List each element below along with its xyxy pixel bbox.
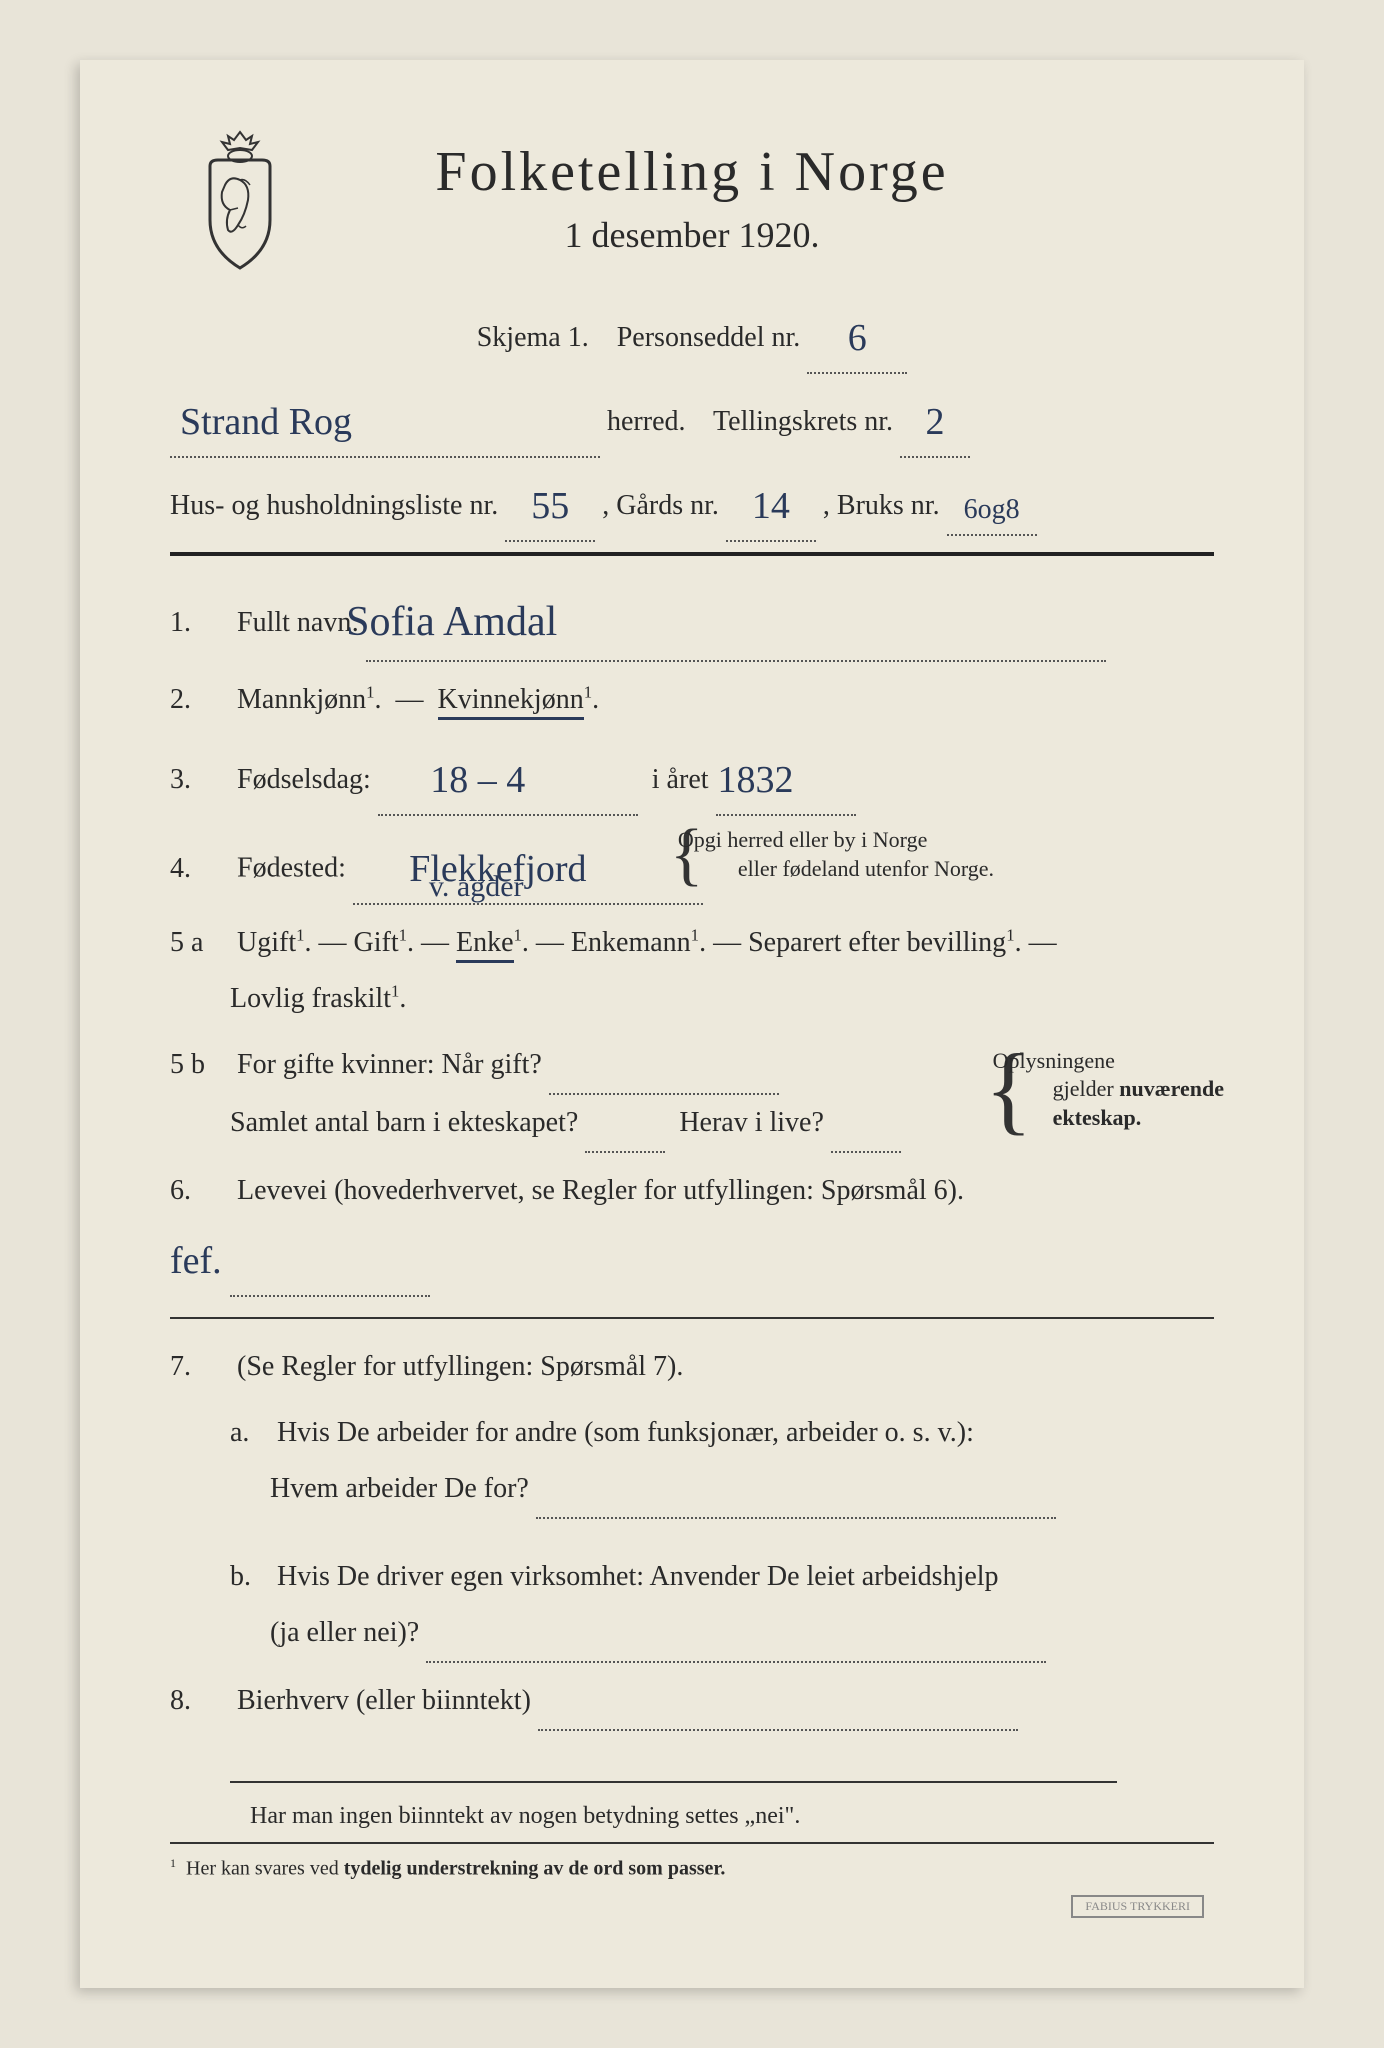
hus-label: Hus- og husholdningsliste nr. <box>170 490 498 521</box>
question-6: 6. Levevei (hovederhvervet, se Regler fo… <box>170 1163 1214 1297</box>
herred-value: Strand Rog <box>180 401 352 443</box>
birthday-value: 18 – 4 <box>430 759 525 801</box>
form-meta-block: Skjema 1. Personseddel nr. 6 Strand Rog … <box>170 296 1214 542</box>
birthplace-note: { Opgi herred eller by i Norge eller fød… <box>730 826 994 883</box>
herred-label: herred. <box>607 406 686 437</box>
form-title: Folketelling i Norge <box>170 140 1214 204</box>
question-5b: 5 b For gifte kvinner: Når gift? { Oplys… <box>170 1037 1214 1153</box>
gards-value: 14 <box>752 485 790 527</box>
question-8: 8. Bierhverv (eller biinntekt) <box>170 1673 1214 1731</box>
bruks-label: , Bruks nr. <box>823 490 940 521</box>
question-4: 4. Fødested: Flekkefjord v. agder { Opgi… <box>170 826 1214 905</box>
coat-of-arms-icon <box>190 130 290 270</box>
question-7a: a. Hvis De arbeider for andre (som funks… <box>270 1405 1214 1519</box>
question-2: 2. Mannkjønn1. — Kvinnekjønn1. <box>170 672 1214 728</box>
footnote-nei: Har man ingen biinntekt av nogen betydni… <box>250 1803 1214 1830</box>
personseddel-value: 6 <box>848 317 867 359</box>
footnotes: Har man ingen biinntekt av nogen betydni… <box>170 1781 1214 1881</box>
skjema-label: Skjema 1. <box>477 322 589 353</box>
occupation-value: fef. <box>170 1240 222 1282</box>
footnote-instruction: 1 Her kan svares ved tydelig understrekn… <box>170 1856 1214 1881</box>
question-5a: 5 a Ugift1. — Gift1. — Enke1. — Enkemann… <box>170 915 1214 1027</box>
question-7: 7. (Se Regler for utfyllingen: Spørsmål … <box>170 1339 1214 1395</box>
gards-label: , Gårds nr. <box>602 490 719 521</box>
personseddel-label: Personseddel nr. <box>617 322 801 353</box>
fullname-value: Sofia Amdal <box>346 599 557 645</box>
marital-selected: Enke <box>456 927 514 963</box>
divider <box>170 1317 1214 1319</box>
form-header: Folketelling i Norge 1 desember 1920. <box>170 140 1214 256</box>
marriage-note: { Oplysningene gjelder nuværende ekteska… <box>1045 1047 1224 1133</box>
question-1: 1. Fullt navn: Sofia Amdal <box>170 576 1214 662</box>
question-7b: b. Hvis De driver egen virksomhet: Anven… <box>270 1549 1214 1663</box>
census-form-page: Folketelling i Norge 1 desember 1920. Sk… <box>80 60 1304 1988</box>
hus-value: 55 <box>531 485 569 527</box>
divider <box>170 552 1214 556</box>
tellingskrets-label: Tellingskrets nr. <box>713 406 893 437</box>
printer-stamp: FABIUS TRYKKERI <box>1071 1895 1204 1918</box>
birthyear-value: 1832 <box>718 759 794 801</box>
bruks-value: 6og8 <box>964 494 1020 525</box>
gender-selected: Kvinnekjønn <box>438 684 584 720</box>
tellingskrets-value: 2 <box>926 401 945 443</box>
birthplace-value2: v. agder <box>473 857 540 917</box>
form-date: 1 desember 1920. <box>170 214 1214 256</box>
question-3: 3. Fødselsdag: 18 – 4 i året 1832 <box>170 738 1214 816</box>
